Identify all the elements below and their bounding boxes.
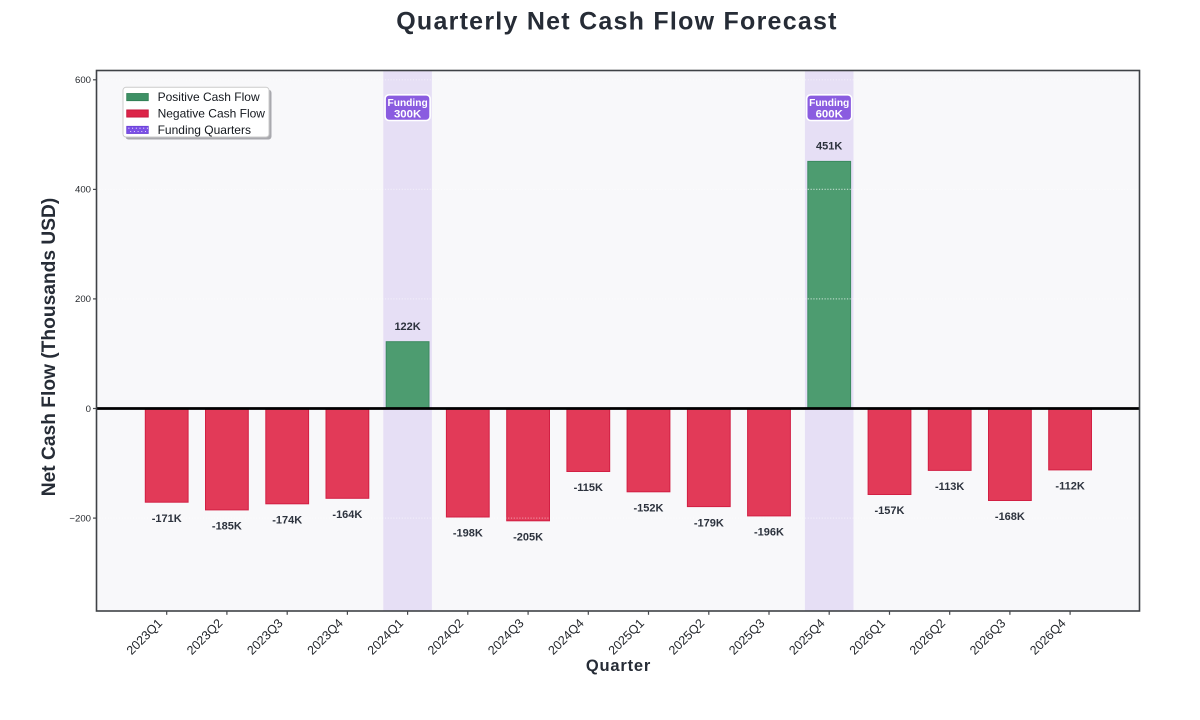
svg-text:Net Cash Flow (Thousands USD): Net Cash Flow (Thousands USD) [39,198,60,496]
svg-text:Quarterly Net Cash Flow Foreca: Quarterly Net Cash Flow Forecast [396,8,838,36]
svg-text:Quarter: Quarter [586,657,651,675]
svg-text:Negative Cash Flow: Negative Cash Flow [158,106,266,120]
svg-text:451K: 451K [816,141,842,153]
svg-text:Funding Quarters: Funding Quarters [158,123,251,137]
svg-text:-171K: -171K [152,513,182,525]
svg-text:Funding: Funding [809,98,849,109]
svg-text:-152K: -152K [634,503,664,515]
svg-text:-179K: -179K [694,517,724,529]
svg-text:400: 400 [75,185,91,196]
svg-text:-168K: -168K [995,511,1025,523]
svg-text:-113K: -113K [935,481,964,493]
svg-text:-205K: -205K [513,532,543,544]
svg-text:-198K: -198K [453,528,483,540]
svg-text:-174K: -174K [272,515,302,527]
svg-text:Funding: Funding [388,98,428,109]
svg-text:-157K: -157K [875,505,905,517]
svg-text:200: 200 [75,294,91,305]
svg-text:300K: 300K [394,108,422,120]
svg-text:-196K: -196K [754,527,784,539]
svg-text:600: 600 [75,75,91,86]
svg-text:-185K: -185K [212,521,242,533]
svg-text:-112K: -112K [1055,481,1084,493]
svg-text:Positive Cash Flow: Positive Cash Flow [158,90,260,104]
svg-text:-164K: -164K [332,509,362,521]
svg-text:122K: 122K [394,321,420,333]
svg-text:−200: −200 [69,513,91,524]
svg-text:-115K: -115K [574,482,603,494]
svg-text:0: 0 [86,404,91,415]
svg-text:600K: 600K [816,108,844,120]
